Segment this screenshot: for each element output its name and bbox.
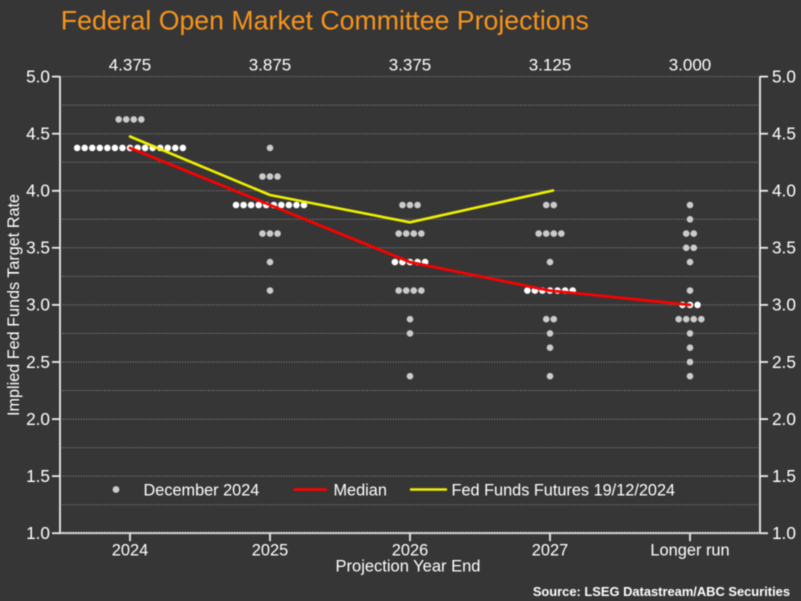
svg-text:Projection Year End: Projection Year End	[336, 558, 481, 576]
svg-text:Source: LSEG Datastream/ABC Se: Source: LSEG Datastream/ABC Securities	[533, 584, 790, 599]
svg-text:3.5: 3.5	[772, 238, 796, 258]
svg-text:1.0: 1.0	[26, 523, 50, 543]
svg-text:4.5: 4.5	[26, 124, 50, 144]
svg-text:Fed Funds Futures 19/12/2024: Fed Funds Futures 19/12/2024	[452, 481, 676, 499]
svg-text:Longer run: Longer run	[650, 542, 729, 560]
svg-text:3.0: 3.0	[26, 295, 50, 315]
svg-text:3.0: 3.0	[772, 295, 796, 315]
svg-text:Federal Open Market Committee: Federal Open Market Committee Projection…	[61, 6, 589, 36]
svg-text:4.375: 4.375	[109, 56, 152, 75]
svg-text:4.0: 4.0	[772, 181, 796, 201]
svg-text:2026: 2026	[392, 542, 428, 560]
svg-text:4.0: 4.0	[26, 181, 50, 201]
svg-text:1.5: 1.5	[772, 466, 796, 486]
svg-text:Median: Median	[334, 481, 387, 499]
svg-text:4.5: 4.5	[772, 124, 796, 144]
svg-text:3.875: 3.875	[249, 56, 292, 75]
svg-text:2.5: 2.5	[26, 352, 50, 372]
svg-text:3.375: 3.375	[389, 56, 432, 75]
svg-text:3.000: 3.000	[669, 56, 712, 75]
svg-text:5.0: 5.0	[26, 66, 50, 86]
svg-text:December 2024: December 2024	[144, 481, 260, 499]
svg-text:2.5: 2.5	[772, 352, 796, 372]
svg-text:1.0: 1.0	[772, 523, 796, 543]
svg-text:2024: 2024	[112, 542, 148, 560]
svg-text:3.125: 3.125	[529, 56, 572, 75]
svg-text:5.0: 5.0	[772, 66, 796, 86]
svg-text:Implied Fed Funds Target Rate: Implied Fed Funds Target Rate	[5, 194, 23, 416]
svg-text:2.0: 2.0	[772, 409, 796, 429]
svg-text:3.5: 3.5	[26, 238, 50, 258]
svg-text:2027: 2027	[532, 542, 568, 560]
svg-text:2.0: 2.0	[26, 409, 50, 429]
svg-text:2025: 2025	[252, 542, 288, 560]
svg-text:1.5: 1.5	[26, 466, 50, 486]
